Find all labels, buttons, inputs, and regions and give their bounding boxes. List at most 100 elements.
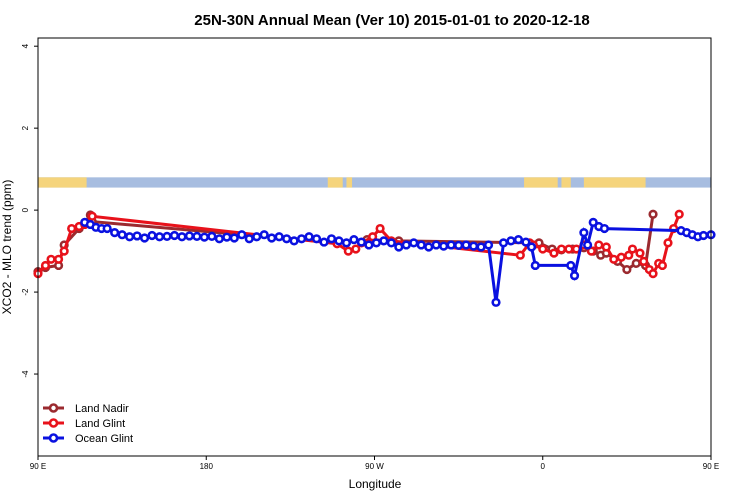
data-point — [351, 244, 361, 254]
data-point — [674, 209, 684, 219]
data-point — [627, 244, 638, 254]
data-point — [311, 234, 322, 244]
y-tick-label: -4 — [21, 370, 30, 378]
data-point — [192, 231, 202, 241]
legend-swatch-marker — [48, 418, 59, 428]
data-point — [564, 244, 574, 254]
data-point — [599, 223, 610, 234]
data-point — [259, 230, 269, 240]
data-point — [53, 254, 64, 264]
data-point — [566, 260, 576, 271]
data-point — [431, 240, 441, 250]
data-point — [87, 211, 97, 221]
data-point — [579, 228, 589, 238]
legend: Land Nadir Land Glint Ocean Glint — [43, 403, 133, 445]
data-point — [46, 254, 56, 264]
data-point — [289, 236, 299, 246]
data-point — [356, 237, 367, 247]
data-point — [635, 248, 645, 258]
data-point — [368, 232, 378, 242]
y-axis-label: XCO2 - MLO trend (ppm) — [0, 180, 14, 315]
data-point — [147, 230, 157, 241]
series-ocean-glint — [80, 217, 716, 307]
x-axis-label: Longitude — [349, 477, 402, 491]
data-point — [491, 297, 501, 307]
data-point — [375, 223, 385, 234]
data-point — [207, 231, 217, 241]
data-point — [371, 238, 381, 248]
legend-item: Land Nadir — [43, 403, 129, 415]
data-point — [304, 232, 314, 242]
data-point — [454, 240, 464, 250]
land-band-segment — [38, 177, 87, 188]
data-point — [513, 235, 524, 245]
data-point — [296, 234, 307, 244]
data-point — [394, 242, 404, 252]
data-point — [439, 241, 449, 251]
data-point — [222, 232, 232, 242]
data-point — [341, 238, 352, 248]
data-point — [483, 240, 494, 250]
y-tick-label: -2 — [21, 288, 30, 296]
data-point — [177, 232, 187, 242]
land-ocean-mask-band — [38, 177, 711, 188]
legend-item: Land Glint — [43, 418, 125, 430]
x-tick-label: 0 — [541, 462, 546, 471]
data-point — [110, 228, 120, 238]
data-point — [132, 231, 142, 241]
data-point — [229, 233, 239, 243]
data-point — [274, 232, 284, 242]
land-band-segment — [561, 177, 571, 188]
data-point — [386, 238, 396, 248]
data-point — [498, 238, 509, 248]
data-point — [549, 248, 559, 258]
y-tick-label: 4 — [21, 43, 30, 48]
data-point — [616, 252, 626, 262]
data-point — [343, 246, 353, 256]
data-point — [169, 230, 180, 241]
legend-label: Land Nadir — [75, 403, 129, 415]
data-point — [401, 240, 411, 250]
ocean-band — [38, 177, 711, 188]
data-point — [622, 264, 632, 275]
data-point — [214, 234, 224, 244]
series-layer — [33, 209, 716, 307]
data-point — [556, 244, 567, 254]
data-point — [648, 209, 658, 219]
x-tick-label: 90 E — [30, 462, 46, 471]
axes: 90 E 180 90 W 0 90 E 4 2 0 -2 -4 — [21, 43, 719, 471]
data-point — [416, 240, 426, 250]
legend-label: Land Glint — [75, 418, 125, 430]
data-point — [515, 250, 525, 260]
land-band-segment — [327, 177, 343, 188]
data-point — [162, 231, 172, 241]
legend-label: Ocean Glint — [75, 433, 133, 445]
legend-swatch-marker — [48, 403, 59, 413]
data-point — [199, 232, 209, 242]
data-point — [538, 244, 548, 254]
data-point — [319, 237, 329, 247]
data-point — [526, 242, 537, 252]
data-point — [326, 234, 337, 244]
data-point — [648, 269, 658, 279]
data-point — [663, 238, 673, 248]
land-band-segment — [583, 177, 646, 188]
data-point — [631, 258, 641, 268]
data-point — [624, 250, 634, 260]
data-point — [184, 231, 195, 241]
legend-item: Ocean Glint — [43, 433, 133, 445]
data-point — [424, 242, 434, 252]
data-point — [40, 260, 51, 271]
data-point — [267, 233, 277, 243]
data-point — [601, 242, 611, 252]
data-point — [349, 235, 359, 245]
data-point — [102, 223, 112, 234]
x-tick-label: 90 E — [703, 462, 719, 471]
data-point — [530, 260, 540, 271]
data-point — [569, 271, 580, 281]
x-tick-label: 90 W — [365, 462, 384, 471]
data-point — [67, 223, 77, 234]
data-point — [139, 233, 150, 243]
data-point — [117, 230, 127, 240]
